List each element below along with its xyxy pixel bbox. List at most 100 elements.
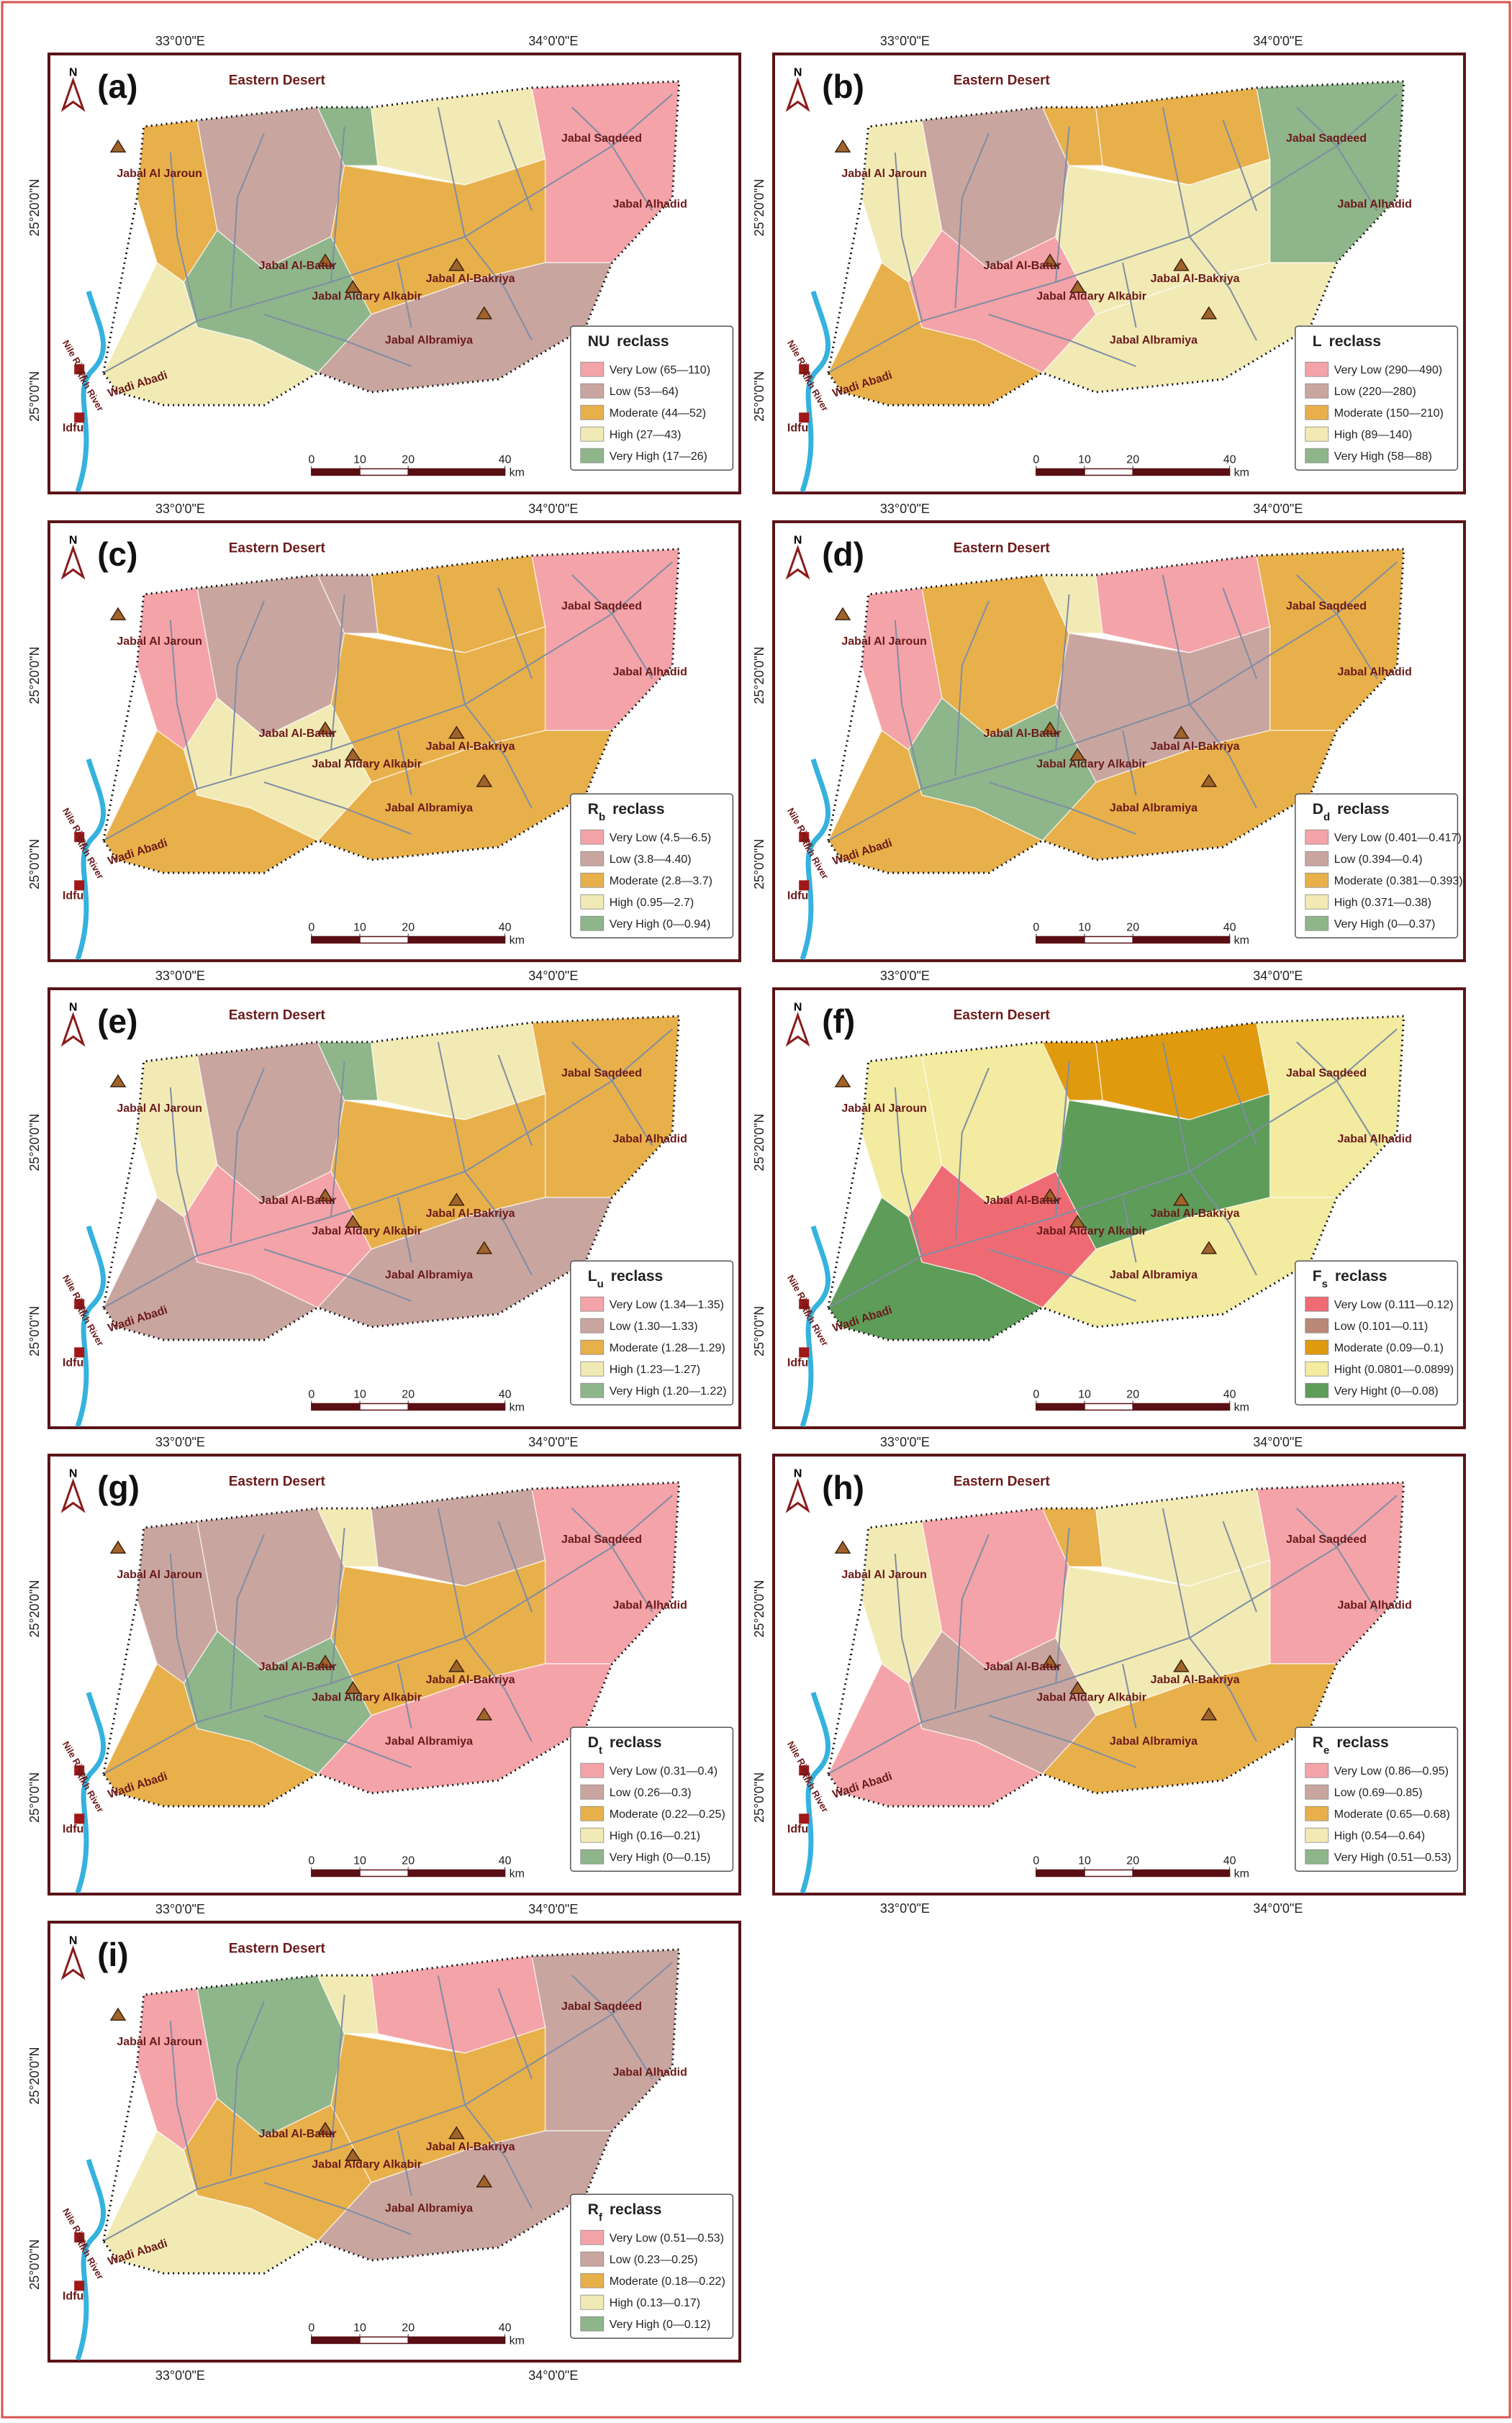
legend-swatch xyxy=(1305,1318,1329,1333)
legend-box xyxy=(570,2193,734,2339)
place-label: Jabal Al-Bakriya xyxy=(426,1208,515,1220)
mountain-icon xyxy=(476,1707,493,1721)
scale-segment xyxy=(311,1403,361,1411)
legend-title: Re reclass xyxy=(1313,1734,1389,1757)
scale-segment xyxy=(407,1403,506,1411)
scale-tick-label: 20 xyxy=(402,1854,415,1867)
longitude-label: 33°0'0"E xyxy=(880,502,930,516)
legend-swatch xyxy=(580,448,605,463)
place-label: Jabal Al-Bakriya xyxy=(426,2141,515,2153)
latitude-label: 25°20'0"N xyxy=(752,1580,766,1637)
scale-segment xyxy=(311,936,361,944)
legend-label: Moderate (2.8—3.7) xyxy=(610,875,712,887)
legend-subscript: u xyxy=(597,1278,604,1290)
map-panel: Eastern Desert Jabal Saqdeed Jabal Alhadid… xyxy=(752,1435,1466,1916)
mountain-icon xyxy=(109,607,127,620)
legend-label: High (27—43) xyxy=(610,429,682,441)
legend-label: Hight (0.0801—0.0899) xyxy=(1334,1364,1454,1376)
panel-label: (a) xyxy=(97,68,137,105)
legend-label: Very Low (65—110) xyxy=(610,364,710,376)
legend-title: Rb reclass xyxy=(588,801,665,823)
latitude-label: 25°0'0"N xyxy=(27,1772,42,1823)
legend-label: High (89—140) xyxy=(1334,429,1413,441)
scale-tick-label: 40 xyxy=(1223,1388,1236,1400)
stream xyxy=(1336,1546,1378,1613)
legend-swatch xyxy=(580,1827,605,1843)
longitude-label: 34°0'0"E xyxy=(1253,1435,1303,1449)
longitude-label: 34°0'0"E xyxy=(1253,502,1303,516)
town-marker xyxy=(74,1347,85,1358)
stream xyxy=(330,126,345,283)
map-panel: Eastern Desert Jabal Saqdeed Jabal Alhadid… xyxy=(27,969,741,1429)
legend-swatch xyxy=(580,1318,605,1333)
sub-basin xyxy=(102,2129,319,2274)
stream xyxy=(1336,1080,1378,1146)
stream xyxy=(894,152,923,322)
longitude-label: 34°0'0"E xyxy=(528,34,578,48)
north-label: N xyxy=(69,1002,78,1014)
stream xyxy=(437,1975,466,2106)
town-marker xyxy=(74,364,85,375)
longitude-label: 33°0'0"E xyxy=(155,1435,205,1449)
mountain-icon xyxy=(834,607,851,620)
legend-box xyxy=(1295,325,1459,471)
scale-tick-label: 20 xyxy=(1126,1854,1139,1867)
longitude-label: 34°0'0"E xyxy=(528,502,578,516)
nile-river xyxy=(800,1225,830,1428)
place-label: Idfu xyxy=(63,890,83,902)
mountain-icon xyxy=(1069,279,1086,294)
latitude-label: 25°20'0"N xyxy=(27,2047,42,2104)
legend-swatch xyxy=(580,1296,605,1312)
place-label: Jabal Saqdeed xyxy=(1286,600,1367,612)
basin-outline xyxy=(102,80,681,407)
scale-unit: km xyxy=(1234,466,1249,479)
legend-swatch xyxy=(1305,361,1329,377)
stream xyxy=(1162,574,1190,705)
scale-tick-label: 40 xyxy=(499,1388,512,1400)
legend-label: Low (0.26—0.3) xyxy=(610,1787,692,1799)
basin-outline xyxy=(827,1481,1405,1808)
place-label: Jabal Al Jaroun xyxy=(117,2036,202,2048)
stream xyxy=(263,1715,412,1768)
legend-swatch xyxy=(580,2316,605,2332)
nile-river xyxy=(75,290,106,493)
legend-swatch xyxy=(580,1849,605,1865)
stream xyxy=(103,94,673,373)
place-label: Jabal Al-Bakriya xyxy=(1151,741,1240,753)
scale-segment xyxy=(407,1869,506,1878)
legend-label: Moderate (44—52) xyxy=(610,407,706,420)
scale-tick-label: 0 xyxy=(308,921,314,933)
stream xyxy=(571,574,613,615)
stream xyxy=(263,782,412,835)
latitude-label: 25°0'0"N xyxy=(752,371,766,422)
legend-label: High (0.13—0.17) xyxy=(610,2297,700,2309)
legend-label: Very High (1.20—1.22) xyxy=(610,1385,727,1398)
legend-label: Very Low (0.51—0.53) xyxy=(610,2232,724,2245)
legend-symbol: D xyxy=(588,1734,599,1751)
town-marker xyxy=(799,1347,810,1358)
north-arrow xyxy=(60,1012,86,1047)
panel-label: (e) xyxy=(97,1002,137,1040)
stream xyxy=(169,1087,198,1256)
place-label: Jabal Al-Batur xyxy=(984,1195,1061,1207)
stream xyxy=(828,561,1398,841)
stream xyxy=(230,2001,265,2177)
mountain-icon xyxy=(834,139,851,153)
scale-unit: km xyxy=(1234,1867,1249,1880)
legend-swatch xyxy=(580,2273,605,2288)
region-label: Eastern Desert xyxy=(229,73,326,89)
legend-label: High (0.95—2.7) xyxy=(610,897,694,909)
place-label: Idfu xyxy=(787,1357,808,1369)
legend-swatch xyxy=(1305,1382,1329,1398)
scale-segment xyxy=(359,936,409,944)
legend-label: Very Low (290—490) xyxy=(1334,364,1442,376)
stream xyxy=(571,1508,613,1548)
north-label: N xyxy=(794,1002,802,1014)
nile-river xyxy=(800,290,830,493)
legend-label: Low (53—64) xyxy=(610,386,679,398)
longitude-label: 33°0'0"E xyxy=(155,1902,205,1916)
legend-symbol: R xyxy=(588,801,599,818)
region-label: Eastern Desert xyxy=(229,1008,326,1023)
mountain-icon xyxy=(1173,258,1190,271)
legend-suffix: reclass xyxy=(1329,333,1381,350)
